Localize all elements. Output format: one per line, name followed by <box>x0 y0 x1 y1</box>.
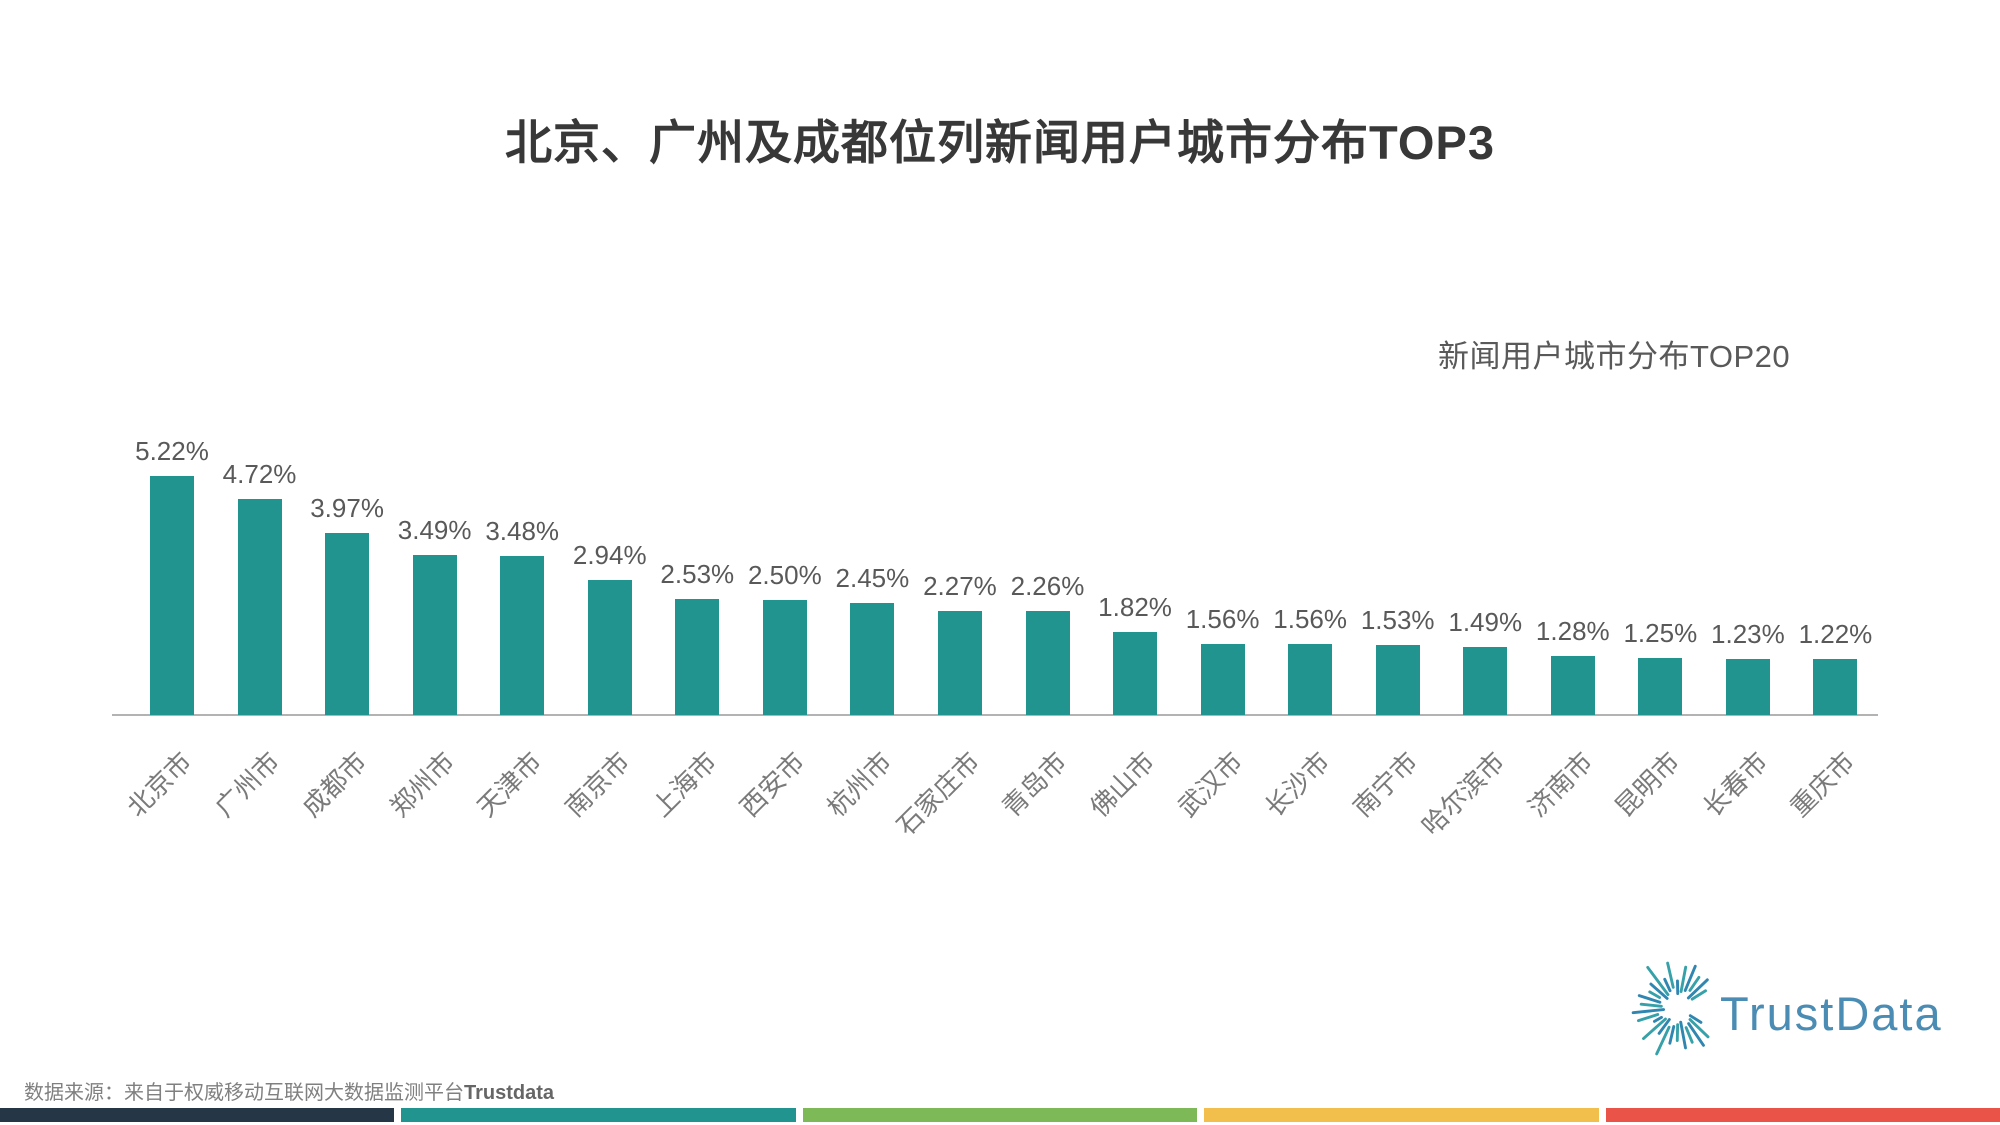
bar <box>675 599 720 715</box>
x-axis-label: 北京市 <box>121 746 198 823</box>
bar <box>150 476 194 715</box>
bar-value-label: 3.97% <box>310 493 384 523</box>
x-axis-line <box>112 714 1878 716</box>
bar-value-label: 1.49% <box>1448 607 1523 637</box>
bar <box>1113 632 1158 715</box>
bar-value-label: 3.49% <box>397 515 472 545</box>
bar-value-label: 2.45% <box>835 563 910 593</box>
bar <box>587 580 632 715</box>
x-axis-label: 石家庄市 <box>890 746 986 842</box>
bar <box>1288 644 1333 715</box>
stripe-segment <box>0 1108 395 1122</box>
x-axis-label: 济南市 <box>1521 746 1599 823</box>
x-axis-label: 重庆市 <box>1784 746 1861 823</box>
bar <box>1025 611 1070 715</box>
bar <box>1200 644 1245 715</box>
x-axis-label: 杭州市 <box>821 746 898 823</box>
x-axis-label: 南宁市 <box>1346 746 1424 823</box>
bar <box>1638 658 1683 715</box>
bar-value-label: 2.50% <box>747 560 822 590</box>
x-axis-label: 南京市 <box>558 746 636 823</box>
bar-value-label: 1.28% <box>1535 616 1610 646</box>
x-axis-label: 昆明市 <box>1609 746 1686 823</box>
bar-value-label: 1.53% <box>1360 605 1435 635</box>
bar <box>762 600 807 715</box>
x-axis-label: 西安市 <box>733 746 811 823</box>
bar-value-label: 3.48% <box>485 516 560 546</box>
bar-value-label: 2.26% <box>1010 571 1085 601</box>
x-axis-label: 哈尔滨市 <box>1415 746 1511 842</box>
bar <box>937 611 982 715</box>
trustdata-logo: TrustData <box>1622 952 1943 1064</box>
bar-value-label: 1.25% <box>1623 618 1698 648</box>
bar <box>1550 656 1595 715</box>
bar <box>850 603 895 715</box>
bar-value-label: 1.56% <box>1273 604 1347 634</box>
x-axis-label: 青岛市 <box>996 746 1074 823</box>
bar-value-label: 1.56% <box>1185 604 1260 634</box>
x-axis-label: 武汉市 <box>1171 746 1249 823</box>
bar-value-label: 2.53% <box>660 559 735 589</box>
trustdata-starburst-icon <box>1631 961 1710 1056</box>
bar-value-label: 4.72% <box>222 459 297 489</box>
data-source-note: 数据来源：来自于权威移动互联网大数据监测平台Trustdata <box>24 1076 554 1105</box>
x-axis-label: 广州市 <box>208 746 286 823</box>
x-axis-label: 成都市 <box>296 746 373 823</box>
bar <box>325 533 370 715</box>
stripe-segment <box>1605 1108 2000 1122</box>
bar-value-label: 1.22% <box>1798 619 1873 649</box>
x-axis-label: 佛山市 <box>1084 746 1161 823</box>
x-axis-label: 长沙市 <box>1259 746 1336 823</box>
bar-value-label: 2.27% <box>923 571 997 601</box>
x-axis-label: 郑州市 <box>383 746 461 823</box>
data-source-text: 数据来源：来自于权威移动互联网大数据监测平台 <box>24 1082 464 1104</box>
bar-value-label: 5.22% <box>135 436 209 466</box>
footer-color-stripe <box>0 1108 2000 1122</box>
x-axis-label: 天津市 <box>471 746 548 823</box>
bar-value-label: 1.23% <box>1711 619 1785 649</box>
bar <box>1725 659 1770 715</box>
bar <box>412 555 457 715</box>
bar <box>1375 645 1420 715</box>
chart-subtitle: 新闻用户城市分布TOP20 <box>1438 339 1791 374</box>
data-source-brand: Trustdata <box>464 1082 555 1104</box>
stripe-segment <box>1204 1108 1599 1122</box>
stripe-segment <box>401 1108 796 1122</box>
x-axis-label: 上海市 <box>646 746 723 823</box>
bar <box>500 556 545 715</box>
trustdata-logo-text: TrustData <box>1720 986 1943 1040</box>
bar <box>1463 647 1508 715</box>
page-title: 北京、广州及成都位列新闻用户城市分布TOP3 <box>505 116 1495 169</box>
bar <box>237 499 282 715</box>
bar-value-label: 1.82% <box>1098 592 1172 622</box>
bar <box>1813 659 1858 715</box>
x-axis-label: 长春市 <box>1697 746 1774 823</box>
stripe-segment <box>802 1108 1198 1122</box>
bar-value-label: 2.94% <box>572 540 647 570</box>
